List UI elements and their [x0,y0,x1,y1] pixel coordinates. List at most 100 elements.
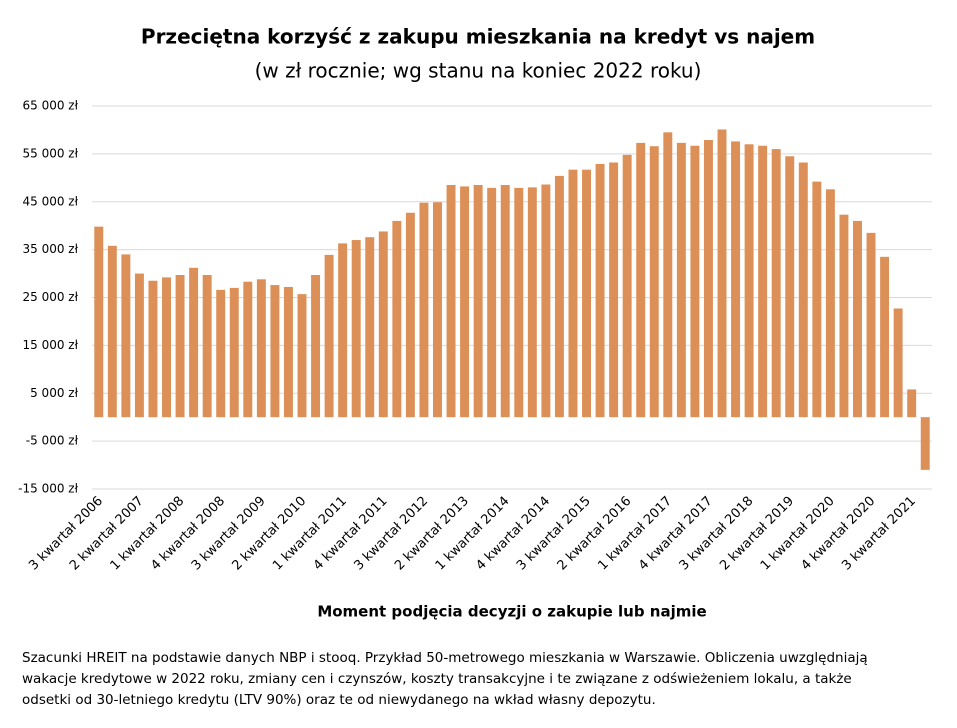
x-tick-label: 4 kwartał 2017 [636,494,716,574]
bar [595,163,605,418]
bar [880,256,890,418]
bar [798,162,808,418]
bar [527,187,537,418]
bar [148,280,158,418]
bar [920,417,930,470]
bar [365,237,375,418]
bar [134,273,144,418]
bar [853,220,862,418]
bar [94,226,104,418]
bar [690,145,700,418]
bar [663,132,673,418]
x-tick-label: 1 kwartał 2020 [758,494,838,574]
x-tick-label: 4 kwartał 2011 [311,494,391,574]
bar [446,184,456,418]
y-tick-label: -5 000 zł [26,434,79,448]
x-tick-label: 2 kwartał 2010 [229,494,309,574]
bar [758,145,768,418]
x-tick-label: 1 kwartał 2008 [108,494,188,574]
bar [162,277,171,418]
x-tick-label: 3 kwartał 2012 [351,494,431,574]
chart: Przeciętna korzyść z zakupu mieszkania n… [18,25,932,621]
x-tick-label: 3 kwartał 2021 [839,494,919,574]
bar [473,184,483,418]
x-tick-label: 3 kwartał 2018 [677,494,757,574]
chart-title: Przeciętna korzyść z zakupu mieszkania n… [141,25,815,49]
bar [121,254,131,418]
bar [405,212,415,418]
bar [175,274,185,418]
bar [554,175,564,418]
bar [636,142,646,418]
bar [216,289,226,418]
bar [243,281,253,418]
bar [568,169,578,418]
x-tick-label: 2 kwartał 2007 [67,494,147,574]
footnote-line: odsetki od 30-letniego kredytu (LTV 90%)… [22,692,656,708]
bar [825,189,835,418]
y-tick-label: 35 000 zł [22,242,78,256]
bar [717,129,727,418]
bar [582,169,591,418]
bar [744,144,754,418]
bar [229,287,239,418]
bar [703,139,713,418]
x-axis-title: Moment podjęcia decyzji o zakupie lub na… [317,603,706,621]
y-tick-label: 45 000 zł [22,194,78,208]
bar [609,162,619,418]
bar [731,141,741,418]
y-tick-label: -15 000 zł [18,482,78,496]
bar [866,232,876,418]
bar [297,294,307,418]
footnote-line: wakacje kredytowe w 2022 roku, zmiany ce… [22,671,852,687]
y-tick-label: 55 000 zł [22,146,78,160]
bar [487,187,497,418]
footnote: Szacunki HREIT na podstawie danych NBP i… [22,648,947,711]
y-tick-label: 65 000 zł [22,99,78,113]
bar [676,142,686,418]
bar [460,186,470,418]
y-tick-label: 15 000 zł [22,338,78,352]
x-tick-label: 1 kwartał 2017 [595,494,675,574]
bar [202,274,212,418]
bar [839,214,849,418]
bar [541,184,551,418]
x-tick-label: 4 kwartał 2020 [799,494,879,574]
x-tick-label: 1 kwartał 2014 [433,494,513,574]
bar [500,184,510,418]
bar [283,286,293,418]
bar [893,308,903,418]
footnote-line: Szacunki HREIT na podstawie danych NBP i… [22,650,868,666]
x-tick-label: 3 kwartał 2006 [26,494,106,574]
x-tick-label: 3 kwartał 2009 [189,494,269,574]
bar [907,389,917,418]
bar [649,146,659,418]
bar [771,149,781,418]
x-tick-label: 4 kwartał 2008 [148,494,228,574]
bar [392,220,402,418]
bar [378,231,388,418]
y-tick-label: 25 000 zł [22,290,78,304]
bar [622,154,632,418]
bar [419,202,429,418]
x-tick-label: 2 kwartał 2013 [392,494,472,574]
chart-subtitle: (w zł rocznie; wg stanu na koniec 2022 r… [255,59,702,83]
x-tick-label: 4 kwartał 2014 [473,494,553,574]
bar [351,240,361,418]
x-tick-label: 2 kwartał 2016 [555,494,635,574]
bar [311,274,321,418]
bar [107,245,117,418]
bar [189,267,199,418]
bar [324,254,334,418]
y-tick-label: 5 000 zł [30,386,78,400]
bar [785,156,795,418]
x-tick-label: 2 kwartał 2019 [717,494,797,574]
bar [514,187,524,418]
bar [256,279,266,418]
bar [433,202,442,418]
x-tick-label: 1 kwartał 2011 [270,494,350,574]
bar [338,243,348,418]
bar [270,285,280,418]
x-tick-label: 3 kwartał 2015 [514,494,594,574]
